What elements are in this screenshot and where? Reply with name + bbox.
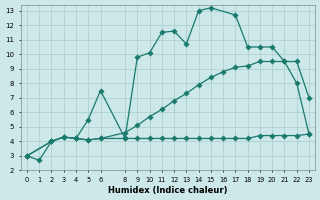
X-axis label: Humidex (Indice chaleur): Humidex (Indice chaleur) bbox=[108, 186, 228, 195]
